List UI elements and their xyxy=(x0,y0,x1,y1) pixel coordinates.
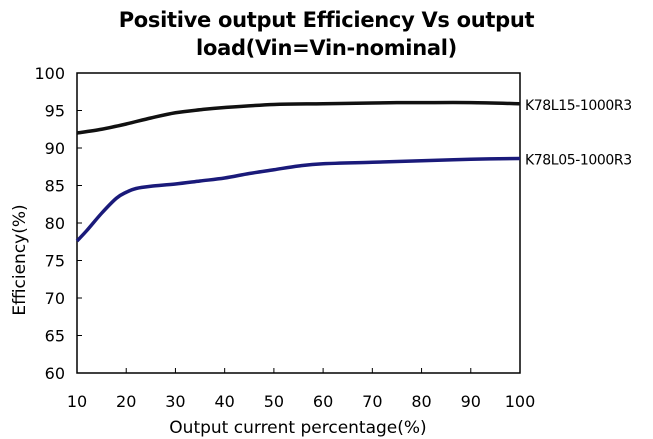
y-tick-label: 70 xyxy=(45,289,65,308)
y-tick-label: 100 xyxy=(34,64,65,83)
series-line-k78l15-1000r3 xyxy=(76,100,521,135)
x-tick-label: 30 xyxy=(165,392,185,411)
y-axis-ticks: 60 65 70 75 80 85 90 95 100 xyxy=(34,64,82,383)
y-tick-label: 75 xyxy=(45,252,65,271)
y-tick-label: 90 xyxy=(45,139,65,158)
y-axis-label: Efficiency(%) xyxy=(10,204,30,315)
series-line-k78l05-1000r3 xyxy=(75,156,521,243)
x-tick-label: 90 xyxy=(461,392,481,411)
y-tick-label: 65 xyxy=(45,327,65,346)
x-axis-label: Output current percentage(%) xyxy=(169,418,426,438)
chart-title-line-1: Positive output Efficiency Vs output xyxy=(118,8,535,32)
chart-title: Positive output Efficiency Vs output loa… xyxy=(0,6,653,62)
series-lines xyxy=(75,100,521,243)
y-tick-label: 95 xyxy=(45,102,65,121)
y-tick-label: 60 xyxy=(45,364,65,383)
x-tick-label: 70 xyxy=(362,392,382,411)
series-label: K78L05-1000R3 xyxy=(525,153,632,169)
chart-title-line-2: load(Vin=Vin-nominal) xyxy=(196,36,457,60)
series-labels: K78L15-1000R3 K78L05-1000R3 xyxy=(525,98,632,169)
x-tick-label: 10 xyxy=(67,392,87,411)
x-tick-label: 40 xyxy=(214,392,234,411)
x-tick-label: 60 xyxy=(313,392,333,411)
series-label: K78L15-1000R3 xyxy=(525,98,632,114)
x-axis-ticks: 10 20 30 40 50 60 70 80 90 100 xyxy=(67,368,535,411)
x-tick-label: 100 xyxy=(505,392,536,411)
x-tick-label: 20 xyxy=(116,392,136,411)
x-tick-label: 80 xyxy=(411,392,431,411)
x-tick-label: 50 xyxy=(264,392,284,411)
y-tick-label: 85 xyxy=(45,177,65,196)
y-tick-label: 80 xyxy=(45,214,65,233)
